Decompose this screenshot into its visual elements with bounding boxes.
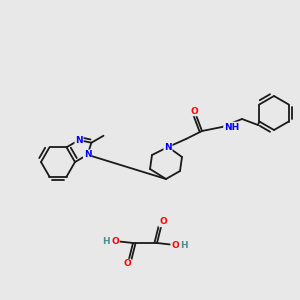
Text: N: N bbox=[164, 142, 172, 152]
Text: H: H bbox=[180, 241, 188, 250]
Text: H: H bbox=[102, 236, 110, 245]
Text: O: O bbox=[159, 218, 167, 226]
Text: NH: NH bbox=[224, 122, 239, 131]
Text: O: O bbox=[190, 106, 198, 116]
Text: O: O bbox=[111, 236, 119, 245]
Text: O: O bbox=[123, 260, 131, 268]
Text: O: O bbox=[171, 241, 179, 250]
Text: N: N bbox=[75, 136, 83, 145]
Text: N: N bbox=[84, 150, 91, 159]
